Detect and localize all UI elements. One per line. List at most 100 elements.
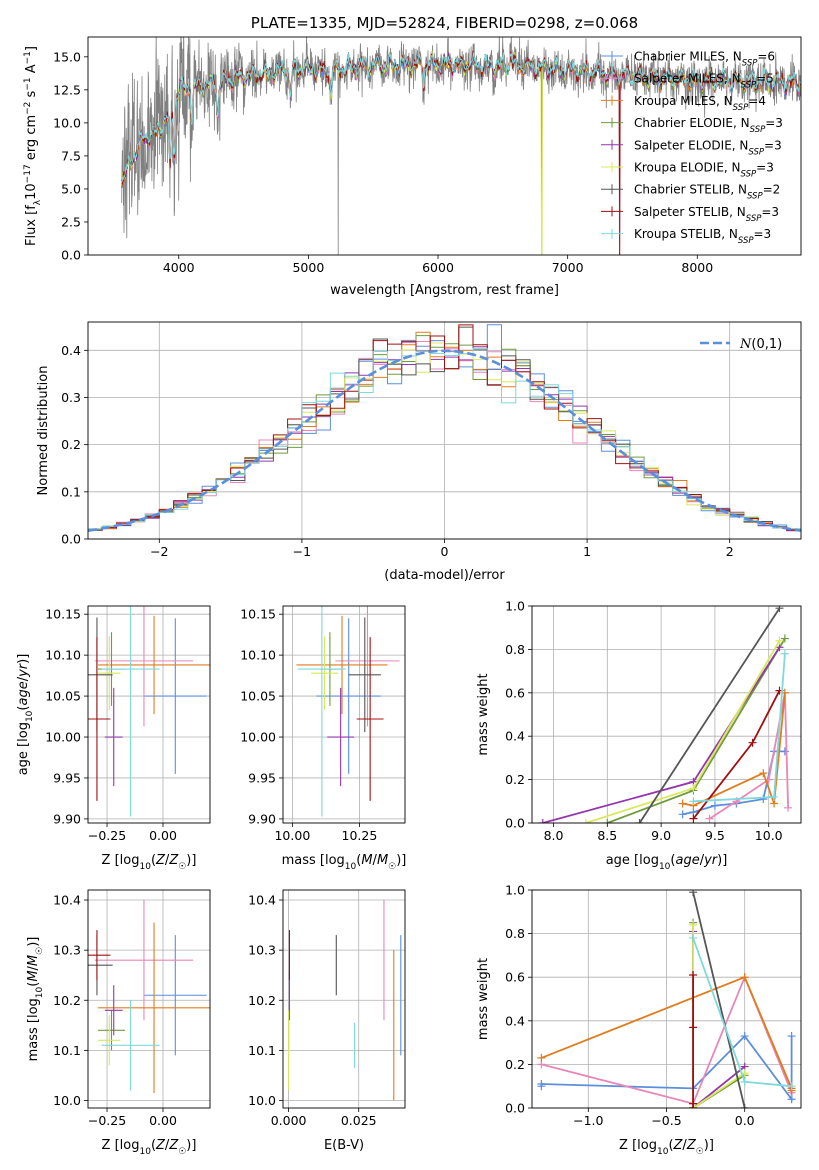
label-part: )] [704, 1138, 714, 1153]
axes-frame [282, 605, 406, 824]
label-part: Z [log [619, 1138, 657, 1153]
label-part: )] [186, 853, 196, 868]
y-tick-label: 0.2 [61, 437, 81, 452]
label-part: ( [356, 853, 361, 868]
grid-lines [532, 889, 801, 1109]
axes-frame [531, 889, 802, 1109]
y-tick-label: 10.0 [248, 1093, 276, 1108]
chart-title: PLATE=1335, MJD=52824, FIBERID=0298, z=0… [251, 14, 638, 32]
label-part: ☉ [388, 862, 396, 872]
y-tick-label: 10.3 [248, 943, 276, 958]
y-tick-label: 9.90 [53, 811, 81, 826]
legend-label: N(0,1) [739, 337, 782, 352]
axes-frame [87, 889, 211, 1109]
y-tick-label: 10.0 [53, 1093, 81, 1108]
sfh-point-marker [770, 792, 779, 801]
sfh-point-marker [759, 795, 768, 804]
label-part: age [675, 853, 699, 868]
sfh-point-marker [710, 801, 719, 810]
histogram-salpeter-stelib [88, 324, 801, 531]
plot-area [88, 900, 210, 1093]
legend-subscript: SSP [750, 125, 766, 135]
plot-area [296, 606, 400, 817]
x-tick-label: −0.5 [651, 1113, 681, 1128]
label-part: −1 [23, 77, 33, 90]
errorbar-chabrier-stelib [348, 617, 381, 733]
label-part: M [26, 955, 41, 966]
plot-area [121, 37, 801, 255]
legend-count: =3 [754, 227, 772, 241]
label-part: 10 [657, 1147, 669, 1157]
plot-area [537, 890, 796, 1108]
y-tick-label: 5.0 [61, 181, 81, 196]
legend-label-text: Kroupa ELODIE, N [634, 161, 741, 175]
label-part: ] [24, 46, 39, 51]
x-tick-label: 2 [726, 544, 734, 559]
label-part: 10 [345, 862, 357, 872]
y-axis-label: mass [log10(M/M☉)] [26, 937, 45, 1062]
errorbar-chabrier-miles [143, 935, 207, 1056]
x-tick-label: 10.25 [342, 828, 378, 843]
label-part: / [165, 853, 170, 868]
x-axis-label: Z [log10(Z/Z☉)] [102, 1138, 197, 1157]
errorbar-salpeter-miles [94, 900, 194, 1021]
x-axis-label: Z [log10(Z/Z☉)] [102, 853, 197, 872]
sfh-point-marker [775, 636, 784, 645]
x-tick-label: 1 [583, 544, 591, 559]
y-tick-label: 0.1 [61, 484, 81, 499]
ticks: −0.25 0.00 9.90 9.95 10.00 10.05 10.10 10.15 [45, 607, 177, 843]
sfh-point-marker [780, 649, 789, 658]
x-tick-label: 9.5 [705, 828, 725, 843]
y-tick-label: 10.00 [240, 730, 276, 745]
legend-subscript: SSP [741, 170, 757, 180]
legend-subscript: SSP [747, 192, 763, 202]
y-tick-label: 10.2 [53, 993, 81, 1008]
label-part: )] [186, 1138, 196, 1153]
y-tick-label: 9.95 [248, 770, 276, 785]
x-tick-label: −2 [150, 544, 168, 559]
y-axis-label: Flux [fλ10−17 erg cm−2 s−1 A−1] [23, 46, 43, 246]
legend-label: Chabrier MILES, NSSP=6 [634, 50, 775, 69]
y-tick-label: 0.0 [505, 1101, 525, 1116]
label-part: ( [670, 853, 675, 868]
sfh-line-chabrier-stelib [689, 890, 749, 1108]
label-part: )] [396, 853, 406, 868]
errorbar-salpeter-stelib [356, 637, 384, 801]
label-part: ( [151, 853, 156, 868]
y-tick-label: 2.5 [61, 214, 81, 229]
legend-label-text: Chabrier STELIB, N [634, 183, 747, 197]
y-tick-label: 0.3 [61, 390, 81, 405]
ticks: 10.00 10.25 9.90 9.95 10.00 10.05 10.10 10.15 [240, 607, 377, 843]
x-tick-label: 0.000 [271, 1113, 307, 1128]
ticks: 4000 5000 6000 7000 8000 0.0 2.5 5.0 7.5 10.0 12.5… [53, 49, 713, 275]
y-tick-label: 0.0 [61, 532, 81, 547]
legend-subscript: SSP [741, 81, 757, 91]
sfh-line-salpeter-stelib [689, 971, 698, 1108]
x-tick-label: 4000 [163, 260, 195, 275]
label-part: −2 [23, 102, 33, 115]
errorbar-chabrier-elodie [98, 1010, 125, 1051]
y-axis-label: mass weight [476, 673, 491, 755]
y-tick-label: 1.0 [505, 883, 525, 898]
y-tick-label: 10.10 [45, 648, 81, 663]
plot-area [288, 900, 402, 1101]
sfh-point-marker [689, 920, 698, 929]
errorbar-salpeter-elodie [327, 687, 355, 787]
y-tick-label: 0.4 [505, 729, 525, 744]
sfh-point-marker [780, 634, 789, 643]
sfh-polyline [638, 607, 781, 823]
plot-area [88, 606, 210, 817]
x-axis-label: age [log10(age/yr)] [606, 853, 728, 872]
legend-subscript: SSP [733, 103, 749, 113]
y-tick-label: 0.2 [505, 1057, 525, 1072]
errorbar-salpeter-elodie [104, 985, 123, 1036]
legend-count: =3 [761, 205, 779, 219]
normal-curve [88, 349, 801, 532]
sfh-point-marker [689, 784, 698, 793]
label-part: ☉ [178, 862, 186, 872]
errorbar-salpeter-stelib [88, 930, 111, 981]
label-part: )] [16, 654, 31, 664]
legend-count: =4 [748, 94, 766, 108]
label-part: ☉ [35, 947, 45, 955]
